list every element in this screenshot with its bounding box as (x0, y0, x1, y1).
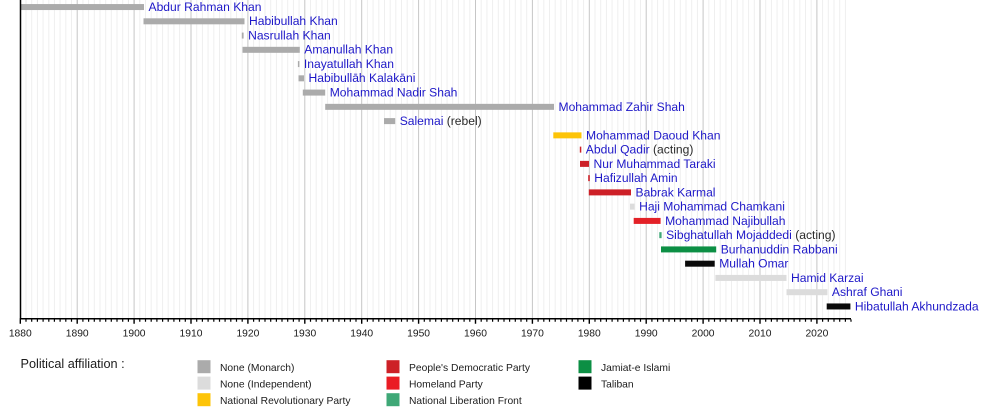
svg-text:Salemai (rebel): Salemai (rebel) (400, 114, 482, 128)
svg-text:Amanullah Khan: Amanullah Khan (304, 43, 393, 57)
svg-text:1940: 1940 (350, 328, 373, 339)
svg-text:1890: 1890 (66, 328, 89, 339)
svg-text:1880: 1880 (9, 328, 32, 339)
svg-text:None (Independent): None (Independent) (220, 380, 312, 391)
svg-text:Taliban: Taliban (601, 380, 634, 391)
svg-text:Abdur Rahman Khan: Abdur Rahman Khan (149, 0, 262, 14)
svg-text:1950: 1950 (407, 328, 430, 339)
svg-text:2010: 2010 (749, 328, 772, 339)
svg-text:Mohammad Zahir Shah: Mohammad Zahir Shah (559, 100, 685, 114)
svg-text:1920: 1920 (236, 328, 259, 339)
svg-text:1980: 1980 (578, 328, 601, 339)
svg-text:Hafizullah Amin: Hafizullah Amin (594, 171, 677, 185)
svg-text:Ashraf Ghani: Ashraf Ghani (832, 285, 903, 299)
svg-text:Inayatullah Khan: Inayatullah Khan (304, 57, 394, 71)
svg-text:People's Democratic Party: People's Democratic Party (409, 363, 531, 374)
svg-text:None (Monarch): None (Monarch) (220, 363, 294, 374)
svg-text:Mullah Omar: Mullah Omar (719, 257, 788, 271)
svg-text:Abdul Qadir (acting): Abdul Qadir (acting) (586, 143, 694, 157)
svg-text:National Revolutionary Party: National Revolutionary Party (220, 396, 351, 407)
svg-text:1970: 1970 (521, 328, 544, 339)
svg-text:Habibullah Khan: Habibullah Khan (249, 14, 338, 28)
svg-text:Political affiliation :: Political affiliation : (21, 357, 125, 371)
svg-text:Jamiat-e Islami: Jamiat-e Islami (601, 363, 670, 374)
svg-text:Mohammad Nadir Shah: Mohammad Nadir Shah (330, 85, 458, 99)
svg-text:Mohammad Najibullah: Mohammad Najibullah (665, 214, 785, 228)
svg-text:2000: 2000 (692, 328, 715, 339)
svg-text:Hamid Karzai: Hamid Karzai (791, 271, 864, 285)
svg-text:Nasrullah Khan: Nasrullah Khan (248, 28, 331, 42)
svg-text:Nur Muhammad Taraki: Nur Muhammad Taraki (594, 157, 716, 171)
svg-text:Hibatullah Akhundzada: Hibatullah Akhundzada (855, 299, 979, 313)
svg-text:Homeland Party: Homeland Party (409, 380, 484, 391)
svg-text:Haji Mohammad Chamkani: Haji Mohammad Chamkani (639, 200, 785, 214)
svg-text:Burhanuddin Rabbani: Burhanuddin Rabbani (721, 242, 838, 256)
svg-text:1960: 1960 (464, 328, 487, 339)
svg-text:Babrak Karmal: Babrak Karmal (636, 185, 716, 199)
svg-text:1910: 1910 (180, 328, 203, 339)
svg-text:1990: 1990 (635, 328, 658, 339)
svg-text:Mohammad Daoud Khan: Mohammad Daoud Khan (586, 128, 720, 142)
svg-text:1900: 1900 (123, 328, 146, 339)
svg-text:2020: 2020 (805, 328, 828, 339)
svg-text:1930: 1930 (293, 328, 316, 339)
svg-text:National Liberation Front: National Liberation Front (409, 396, 522, 407)
svg-text:Habibullāh Kalakāni: Habibullāh Kalakāni (309, 71, 416, 85)
svg-text:Sibghatullah Mojaddedi (acting: Sibghatullah Mojaddedi (acting) (666, 228, 835, 242)
